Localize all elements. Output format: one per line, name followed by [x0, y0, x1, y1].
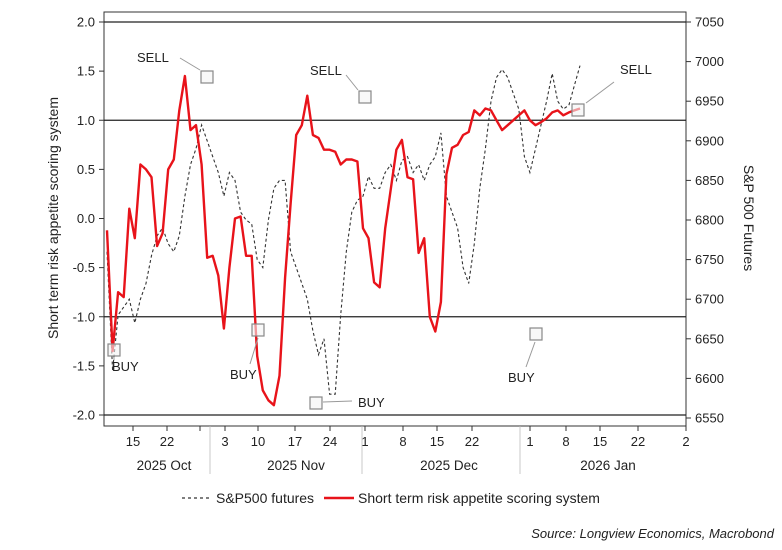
left-tick-label: 1.5 [77, 64, 95, 79]
left-tick-label: -1.0 [73, 309, 95, 324]
right-tick-label: 7000 [695, 54, 724, 69]
right-tick-label: 6700 [695, 292, 724, 307]
annotation-leader [249, 337, 259, 365]
right-tick-label: 6550 [695, 411, 724, 426]
x-tick-label: 8 [562, 434, 569, 449]
annotation-label-buy: BUY [112, 359, 139, 374]
annotation-label-buy: BUY [230, 367, 257, 382]
left-axis-title: Short term risk appetite scoring system [45, 97, 61, 339]
x-tick-label: 8 [399, 434, 406, 449]
annotation-label-buy: BUY [358, 395, 385, 410]
x-tick-label: 1 [526, 434, 533, 449]
legend: S&P500 futures Short term risk appetite … [182, 490, 600, 506]
annotation-leader [585, 81, 615, 104]
x-month-label: 2026 Jan [580, 458, 636, 473]
annotation-marker [200, 70, 214, 84]
right-tick-label: 6750 [695, 252, 724, 267]
series-sp500-line [106, 65, 581, 395]
x-tick-label: 15 [593, 434, 607, 449]
x-tick-label: 17 [288, 434, 302, 449]
right-axis-title: S&P 500 Futures [741, 165, 757, 271]
x-tick-label: 22 [160, 434, 174, 449]
left-tick-label: -1.5 [73, 358, 95, 373]
annotation-marker [309, 396, 323, 410]
annotation-label-buy: BUY [508, 370, 535, 385]
x-tick-label: 2 [682, 434, 689, 449]
x-tick-label: 24 [323, 434, 337, 449]
x-tick-label: 1 [361, 434, 368, 449]
right-tick-label: 6600 [695, 371, 724, 386]
right-tick-label: 6800 [695, 213, 724, 228]
annotation-label-sell: SELL [137, 50, 169, 65]
annotation-leader [525, 341, 536, 368]
annotation-leader [179, 57, 201, 71]
x-month-label: 2025 Dec [420, 458, 478, 473]
source-note: Source: Longview Economics, Macrobond [531, 526, 775, 541]
annotation-marker [251, 323, 265, 337]
right-tick-label: 6650 [695, 331, 724, 346]
right-tick-label: 6850 [695, 173, 724, 188]
right-tick-label: 7050 [695, 15, 724, 30]
left-tick-label: 2.0 [77, 15, 95, 30]
left-tick-label: -2.0 [73, 408, 95, 423]
right-tick-label: 6950 [695, 94, 724, 109]
annotation-marker [529, 327, 543, 341]
left-tick-label: 0.0 [77, 211, 95, 226]
plot-frame [103, 11, 687, 427]
right-tick-label: 6900 [695, 133, 724, 148]
x-tick-label: 22 [631, 434, 645, 449]
x-tick-label: 15 [430, 434, 444, 449]
left-tick-label: 1.0 [77, 113, 95, 128]
x-tick-label: 3 [221, 434, 228, 449]
x-tick-label: 15 [126, 434, 140, 449]
x-tick-label: 22 [465, 434, 479, 449]
annotation-marker [107, 343, 121, 357]
legend-label-risk: Short term risk appetite scoring system [358, 490, 600, 506]
annotation-leader [322, 400, 353, 403]
annotation-leader [345, 74, 359, 91]
legend-label-sp500: S&P500 futures [216, 490, 314, 506]
annotation-label-sell: SELL [310, 63, 342, 78]
x-month-label: 2025 Nov [267, 458, 325, 473]
series-risk-appetite-line [105, 74, 581, 407]
annotation-marker [358, 90, 372, 104]
x-month-label: 2025 Oct [137, 458, 192, 473]
left-tick-label: -0.5 [73, 260, 95, 275]
annotation-label-sell: SELL [620, 62, 652, 77]
annotation-marker [571, 103, 585, 117]
left-tick-label: 0.5 [77, 162, 95, 177]
x-tick-label: 10 [251, 434, 265, 449]
